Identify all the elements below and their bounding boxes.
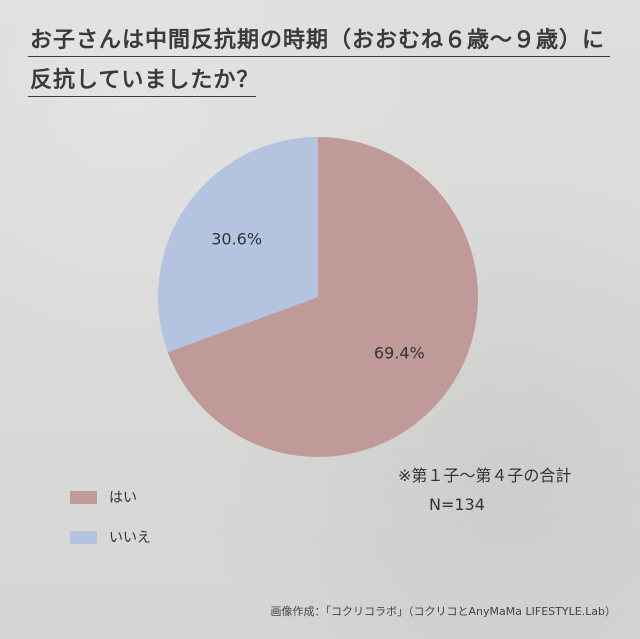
pie-label-no: 30.6% bbox=[211, 230, 262, 249]
legend-item-yes: はい bbox=[70, 486, 151, 508]
title-underline-2 bbox=[28, 96, 256, 97]
legend-swatch-yes bbox=[70, 490, 97, 504]
pie-label-yes: 69.4% bbox=[374, 343, 425, 362]
legend-item-no: いいえ bbox=[70, 526, 151, 548]
note-text: ※第１子〜第４子の合計 bbox=[398, 466, 572, 485]
chart-title-line-2: 反抗していましたか？ bbox=[30, 68, 260, 93]
legend: はい いいえ bbox=[70, 486, 151, 566]
pie-slice-yes bbox=[167, 137, 478, 458]
pie-slice-no bbox=[158, 137, 318, 353]
image-credit: 画像作成：「コクリコラボ」（コクリコとAnyMaMa LIFESTYLE.Lab… bbox=[270, 605, 616, 618]
title-underline-1 bbox=[28, 56, 610, 57]
legend-label-yes: はい bbox=[109, 490, 137, 506]
legend-swatch-no bbox=[70, 530, 97, 544]
sample-size: N=134 bbox=[429, 495, 485, 514]
chart-title-line-1: お子さんは中間反抗期の時期（おおむね６歳〜９歳）に bbox=[30, 28, 606, 53]
legend-label-no: いいえ bbox=[109, 530, 151, 546]
